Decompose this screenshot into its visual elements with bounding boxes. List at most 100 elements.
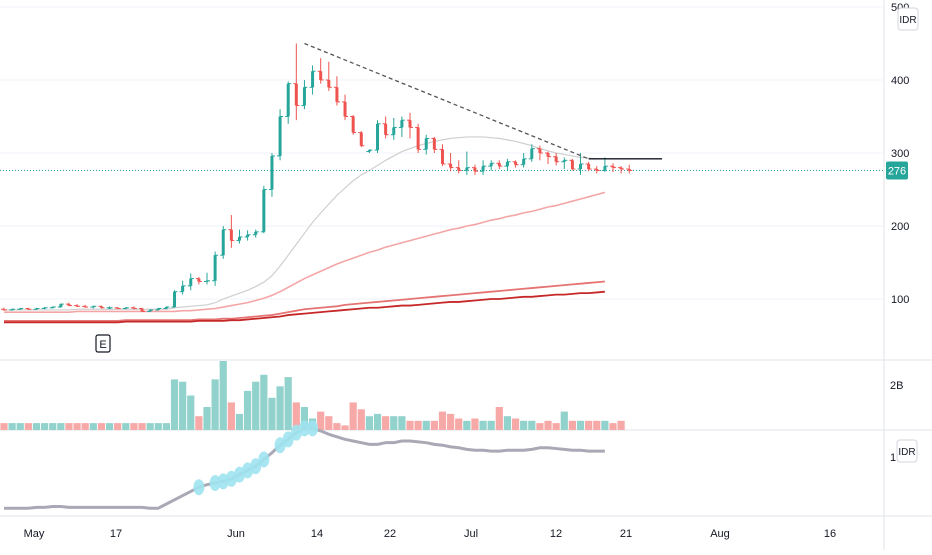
volume-bar: [81, 423, 89, 430]
indicator-currency-badge-label: IDR: [898, 447, 915, 458]
candle: [114, 307, 121, 310]
volume-bar: [487, 420, 495, 430]
volume-bar: [617, 420, 625, 430]
volume-bar: [122, 423, 130, 430]
last-price-line: 276: [0, 161, 908, 180]
candle: [98, 305, 105, 309]
volume-bar: [503, 416, 512, 430]
volume-axis-tick: 2B: [890, 380, 903, 392]
volume-bar: [130, 423, 138, 430]
candle: [285, 81, 292, 124]
trendline[interactable]: [304, 42, 589, 160]
candle: [382, 116, 389, 139]
price-tick-label: 300: [891, 148, 909, 160]
volume-bar: [114, 423, 122, 430]
volume-bar: [349, 402, 357, 430]
candle: [471, 164, 478, 175]
candle: [569, 158, 576, 171]
indicator-currency-badge[interactable]: IDR: [896, 439, 918, 463]
candle: [57, 303, 64, 308]
candle: [577, 153, 584, 175]
indicator-marker: [307, 420, 319, 437]
volume-bar: [284, 377, 292, 430]
earnings-marker[interactable]: E: [95, 334, 111, 353]
candle: [139, 307, 146, 313]
ma-long2-line: [4, 290, 605, 324]
candle: [374, 120, 381, 153]
volume-bar: [544, 420, 552, 430]
volume-bar: [552, 423, 560, 430]
time-axis[interactable]: May 17 Jun 14 22 Jul 12 21 Aug 16: [24, 528, 837, 540]
candle: [25, 307, 32, 310]
volume-bar: [341, 425, 349, 430]
volume-bar: [179, 381, 187, 430]
candle: [447, 153, 454, 172]
volume-bar: [438, 411, 447, 430]
candle: [195, 277, 202, 285]
candle: [65, 302, 72, 307]
time-tick-label: 12: [550, 528, 562, 540]
ma-long1-line: [4, 280, 605, 322]
candle: [106, 306, 113, 310]
candle: [293, 43, 300, 121]
time-tick-label: 21: [620, 528, 632, 540]
candle: [236, 229, 243, 244]
currency-badge[interactable]: IDR: [897, 7, 919, 31]
candle: [309, 65, 316, 95]
candle: [179, 280, 186, 295]
candlestick-series[interactable]: [1, 43, 633, 313]
candle: [342, 94, 349, 121]
volume-bar: [609, 423, 617, 430]
volume-bar: [292, 402, 300, 430]
volume-bar: [170, 379, 179, 430]
volume-bar: [41, 423, 49, 430]
volume-bar: [211, 379, 219, 430]
volume-bar: [471, 418, 479, 430]
candle: [504, 158, 511, 171]
volume-bar: [24, 423, 32, 430]
volume-bar: [268, 397, 276, 430]
candle: [366, 149, 373, 153]
indicator-marker: [298, 420, 310, 437]
volume-bar: [447, 413, 455, 430]
volume-bar: [422, 420, 430, 430]
candle: [601, 157, 608, 172]
indicator-marker: [250, 458, 262, 475]
volume-bar: [219, 361, 227, 430]
time-tick-label: Jul: [464, 528, 478, 540]
volume-bar: [65, 423, 73, 430]
volume-bar: [585, 420, 593, 430]
moving-averages: [4, 136, 606, 324]
candle: [212, 251, 219, 286]
candle: [268, 153, 275, 197]
candle: [74, 304, 81, 308]
volume-bar: [593, 420, 601, 430]
drawing-tools[interactable]: [304, 42, 662, 160]
candle: [333, 76, 340, 106]
volume-bar: [455, 418, 463, 430]
candle: [488, 160, 495, 171]
volume-bar: [203, 407, 211, 430]
volume-bar: [495, 407, 503, 430]
candle: [431, 136, 438, 153]
volume-series[interactable]: [0, 361, 625, 430]
candle: [512, 160, 519, 168]
candle: [325, 61, 332, 91]
ma-mid-line: [4, 191, 606, 313]
candle: [163, 306, 170, 310]
candle: [545, 151, 552, 164]
candle: [585, 161, 592, 172]
candle: [301, 80, 308, 110]
volume-bar: [235, 413, 244, 430]
volume-bar: [560, 411, 568, 430]
candle: [9, 308, 16, 311]
indicator-marker: [282, 431, 294, 448]
indicator-series[interactable]: [4, 420, 605, 510]
volume-bar: [414, 420, 422, 430]
candle: [618, 166, 625, 174]
volume-bar: [105, 423, 114, 430]
volume-bar: [146, 423, 154, 430]
volume-bar: [138, 423, 146, 430]
last-price-label: 276: [888, 166, 906, 178]
